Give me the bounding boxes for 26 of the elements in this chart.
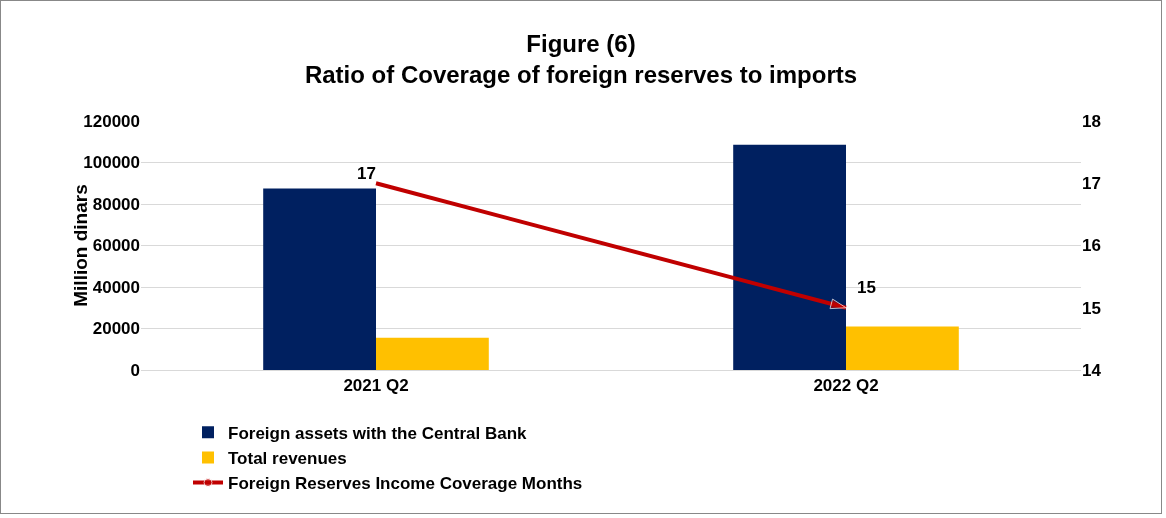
legend-label: Foreign assets with the Central Bank xyxy=(228,424,528,443)
y-axis-title: Million dinars xyxy=(69,184,91,307)
x-tick-label: 2021 Q2 xyxy=(343,376,409,396)
y-tick-label: 40000 xyxy=(92,277,140,297)
chart-title: Figure (6) xyxy=(526,30,636,58)
y-tick-label: 120000 xyxy=(83,111,140,131)
bar xyxy=(376,337,489,370)
legend-label: Total revenues xyxy=(228,449,347,469)
data-label: 15 xyxy=(857,277,876,297)
y2-tick-label: 15 xyxy=(1082,298,1101,318)
x-tick-label: 2022 Q2 xyxy=(813,376,879,396)
chart-subtitle: Ratio of Coverage of foreign reserves to imports xyxy=(304,61,858,89)
y-tick-label: 100000 xyxy=(83,153,140,173)
y-tick-label: 80000 xyxy=(92,194,140,214)
y2-tick-label: 18 xyxy=(1082,111,1101,131)
y2-tick-label: 14 xyxy=(1082,360,1102,380)
y-tick-label: 0 xyxy=(130,360,140,380)
data-label: 17 xyxy=(357,164,376,183)
legend-label: Foreign Reserves Income Coverage Months xyxy=(228,474,583,494)
bar xyxy=(846,326,959,370)
y-tick-label: 20000 xyxy=(92,319,140,339)
y-tick-label: 60000 xyxy=(92,236,140,256)
bar xyxy=(733,144,846,370)
y2-tick-label: 17 xyxy=(1082,174,1101,194)
y2-tick-label: 16 xyxy=(1082,236,1101,256)
bar xyxy=(263,188,376,370)
